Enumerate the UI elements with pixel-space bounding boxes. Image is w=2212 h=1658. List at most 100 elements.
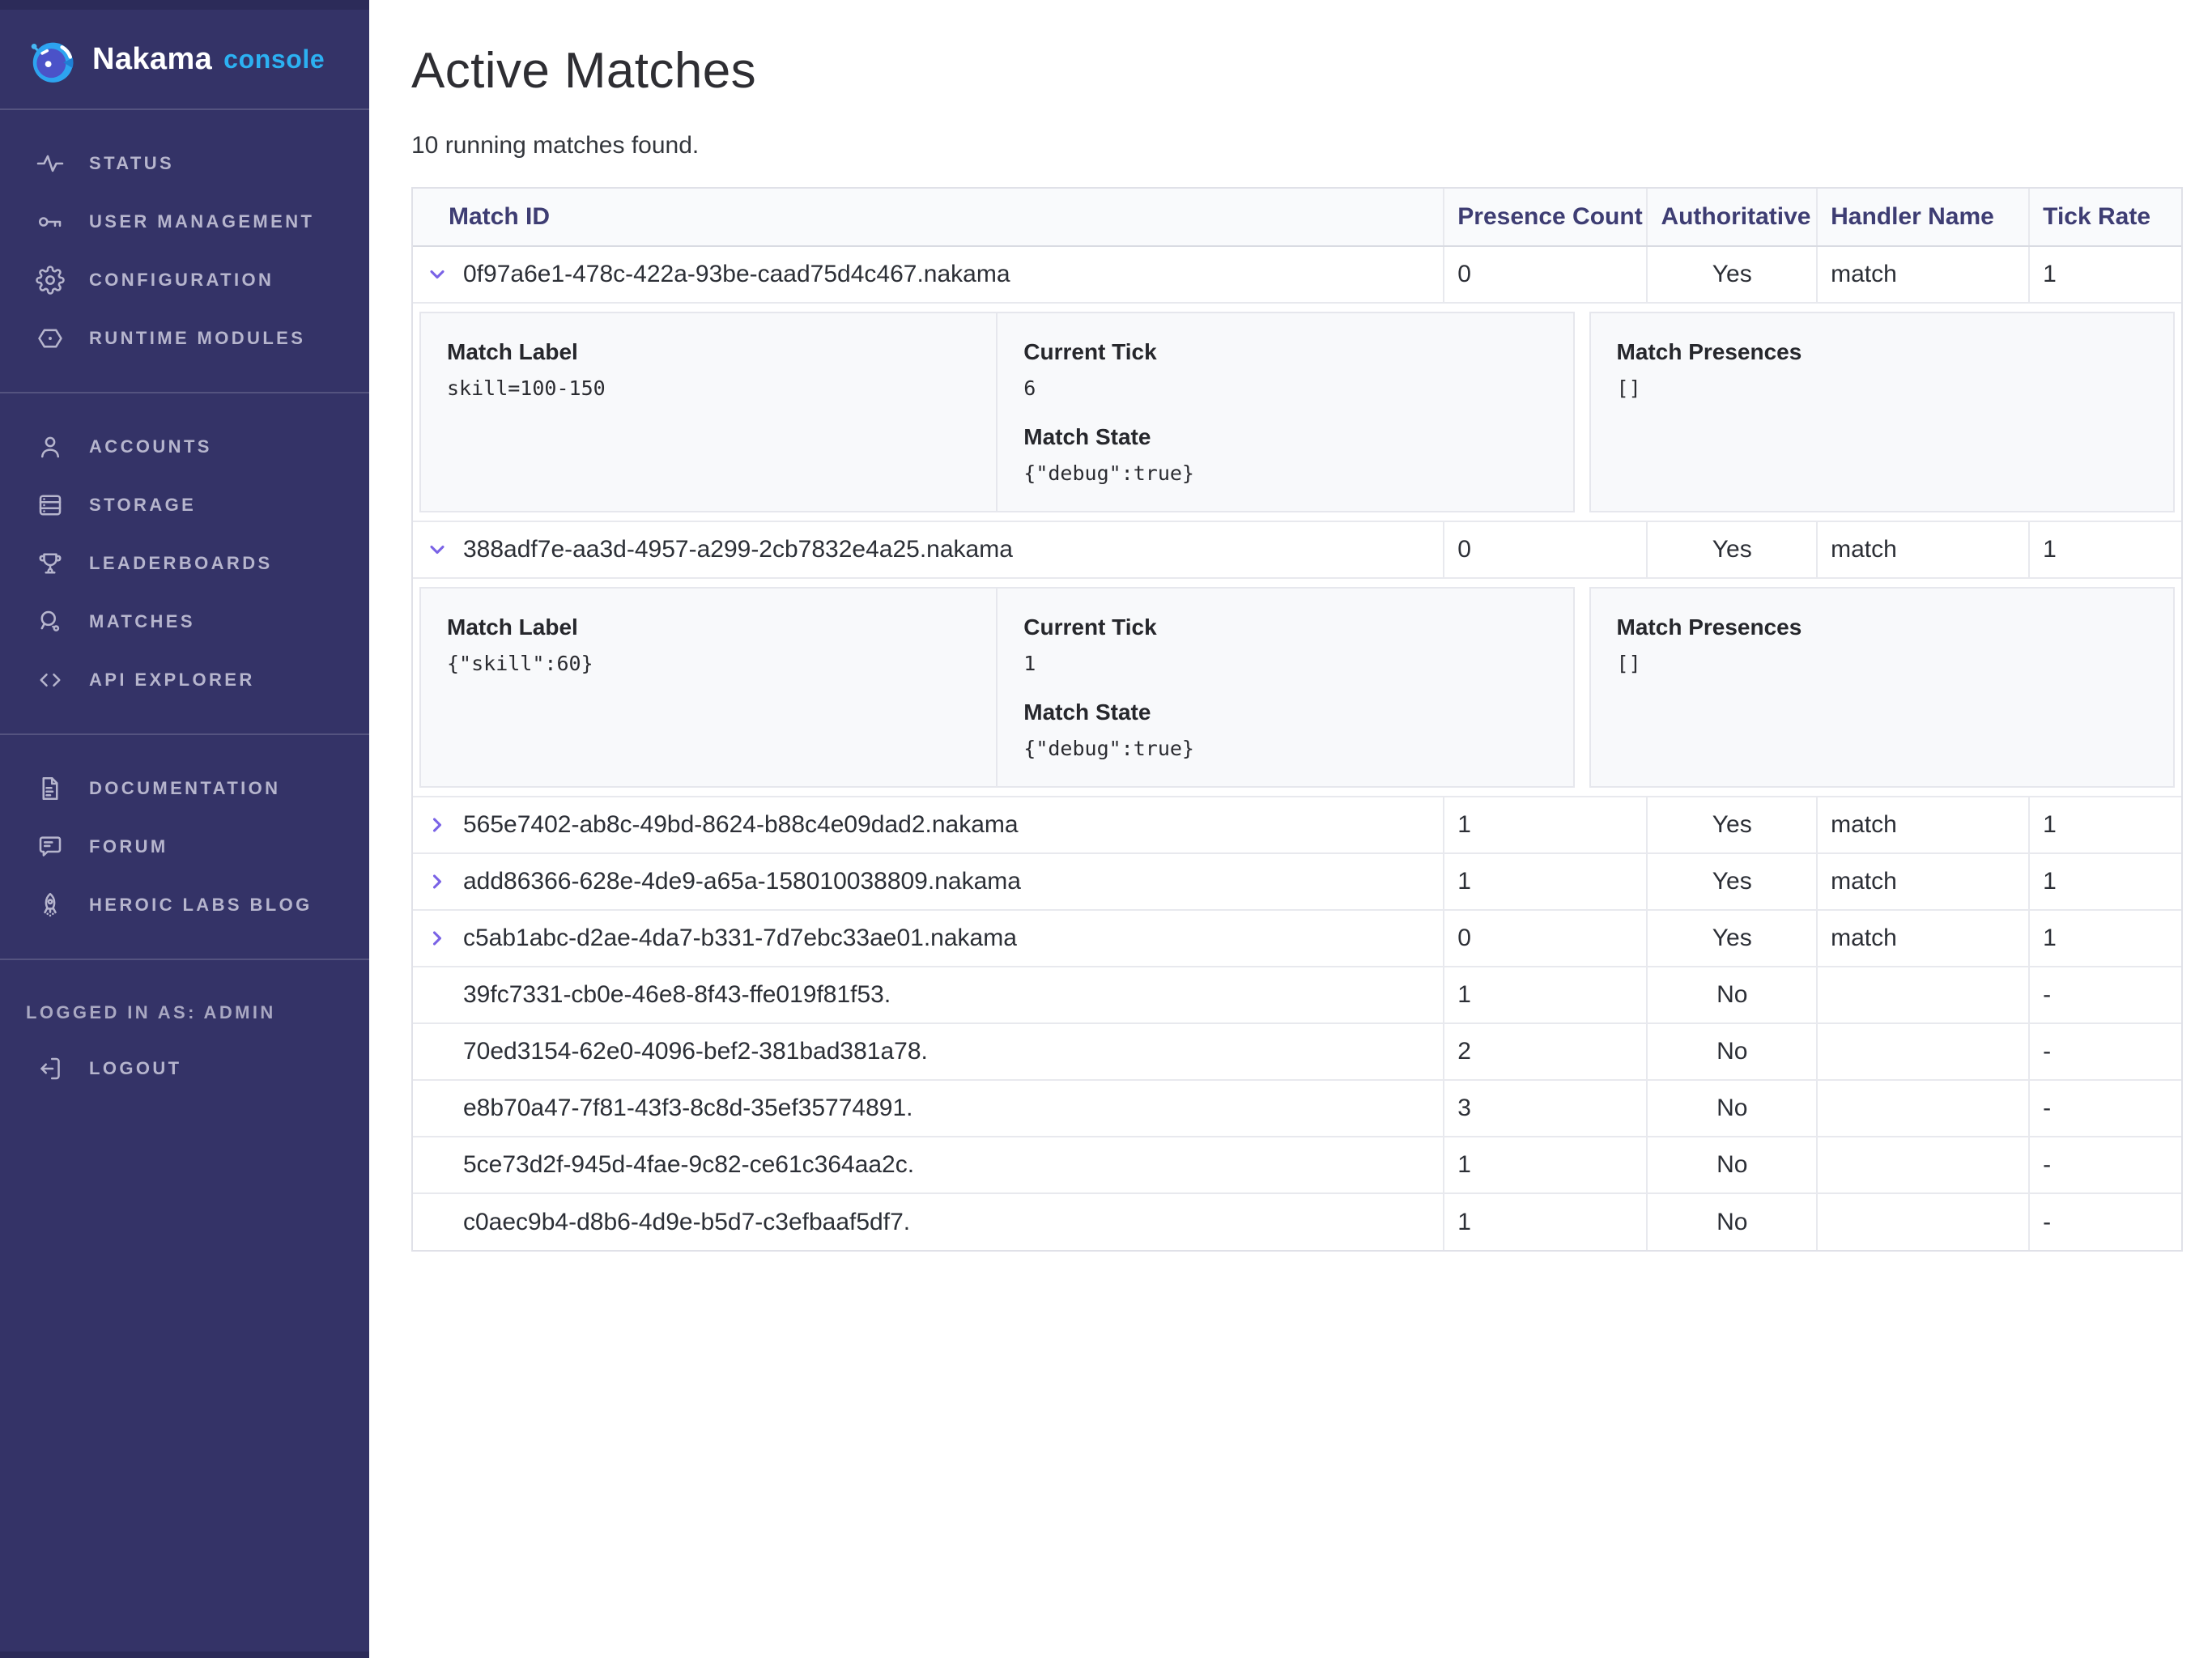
match-id: 39fc7331-cb0e-46e8-8f43-ffe019f81f53.: [463, 981, 891, 1009]
table-row[interactable]: 388adf7e-aa3d-4957-a299-2cb7832e4a25.nak…: [413, 521, 2181, 578]
user-icon: [36, 432, 65, 461]
handler-name: [1817, 1023, 2029, 1080]
sidebar-item-label: FORUM: [89, 836, 168, 857]
tick-rate: -: [2029, 1137, 2181, 1193]
table-row: 70ed3154-62e0-4096-bef2-381bad381a78. 2 …: [413, 1023, 2181, 1080]
server-icon: [36, 491, 65, 520]
presence-count: 0: [1444, 246, 1647, 303]
handler-name: [1817, 1080, 2029, 1137]
column-header-authoritative: Authoritative: [1647, 189, 1817, 246]
presence-count: 3: [1444, 1080, 1647, 1137]
sidebar-item-storage[interactable]: STORAGE: [0, 476, 369, 534]
code-icon: [36, 665, 65, 695]
sidebar-item-label: DOCUMENTATION: [89, 778, 280, 799]
sidebar: Nakama console STATUS USER MANAGEMENT CONF…: [0, 0, 369, 1658]
match-presences-title: Match Presences: [1617, 339, 2147, 365]
sidebar-item-leaderboards[interactable]: LEADERBOARDS: [0, 534, 369, 593]
brand[interactable]: Nakama console: [0, 10, 369, 110]
match-presences-panel: Match Presences []: [1589, 312, 2175, 512]
chevron-right-icon[interactable]: [426, 927, 449, 950]
sidebar-item-label: ACCOUNTS: [89, 436, 212, 457]
chat-icon: [36, 832, 65, 861]
logout-button[interactable]: LOGOUT: [0, 1039, 369, 1098]
logout-label: LOGOUT: [89, 1058, 182, 1079]
authoritative: No: [1647, 1137, 1817, 1193]
handler-name: match: [1817, 246, 2029, 303]
sidebar-item-matches[interactable]: MATCHES: [0, 593, 369, 651]
match-label-title: Match Label: [447, 339, 970, 365]
chevron-right-icon[interactable]: [426, 870, 449, 893]
presence-count: 1: [1444, 1137, 1647, 1193]
tick-rate: 1: [2029, 521, 2181, 578]
chevron-down-icon[interactable]: [426, 538, 449, 561]
column-header-match-id: Match ID: [413, 189, 1444, 246]
table-row[interactable]: c5ab1abc-d2ae-4da7-b331-7d7ebc33ae01.nak…: [413, 910, 2181, 967]
table-row[interactable]: add86366-628e-4de9-a65a-158010038809.nak…: [413, 853, 2181, 910]
handler-name: match: [1817, 521, 2029, 578]
match-label-title: Match Label: [447, 614, 970, 640]
sidebar-item-label: RUNTIME MODULES: [89, 328, 305, 349]
sidebar-item-heroic-labs-blog[interactable]: HEROIC LABS BLOG: [0, 876, 369, 934]
chevron-down-icon[interactable]: [426, 263, 449, 286]
sidebar-nav: STATUS USER MANAGEMENT CONFIGURATION RUNTIM…: [0, 110, 369, 960]
sidebar-item-configuration[interactable]: CONFIGURATION: [0, 251, 369, 309]
tick-rate: 1: [2029, 797, 2181, 853]
match-detail-panel: Match Label {"skill":60} Current Tick 1 …: [419, 587, 1575, 788]
tick-rate: 1: [2029, 246, 2181, 303]
sidebar-item-api-explorer[interactable]: API EXPLORER: [0, 651, 369, 709]
logged-in-label: LOGGED IN AS: ADMIN: [0, 986, 369, 1039]
gear-icon: [36, 266, 65, 295]
match-label-value: {"skill":60}: [447, 652, 970, 675]
table-row[interactable]: 565e7402-ab8c-49bd-8624-b88c4e09dad2.nak…: [413, 797, 2181, 853]
sidebar-item-status[interactable]: STATUS: [0, 134, 369, 193]
presence-count: 2: [1444, 1023, 1647, 1080]
sidebar-item-user-management[interactable]: USER MANAGEMENT: [0, 193, 369, 251]
sidebar-footer: LOGGED IN AS: ADMIN LOGOUT: [0, 960, 369, 1124]
sidebar-item-label: CONFIGURATION: [89, 270, 274, 291]
nakama-console-window: Nakama console STATUS USER MANAGEMENT CONF…: [0, 0, 2212, 1658]
sidebar-group-2: ACCOUNTS STORAGE LEADERBOARDSMATCHESAPI EX…: [0, 393, 369, 735]
sidebar-item-label: USER MANAGEMENT: [89, 211, 314, 232]
sidebar-item-label: STORAGE: [89, 495, 196, 516]
sidebar-item-runtime-modules[interactable]: RUNTIME MODULES: [0, 309, 369, 368]
nakama-logo-icon: [23, 32, 78, 87]
tick-rate: 1: [2029, 853, 2181, 910]
sidebar-group-1: STATUS USER MANAGEMENT CONFIGURATION RUNTIM…: [0, 110, 369, 393]
page-title: Active Matches: [411, 42, 2183, 100]
match-id: 70ed3154-62e0-4096-bef2-381bad381a78.: [463, 1038, 928, 1065]
authoritative: No: [1647, 1080, 1817, 1137]
trophy-icon: [36, 549, 65, 578]
match-id: 565e7402-ab8c-49bd-8624-b88c4e09dad2.nak…: [463, 811, 1019, 839]
table-row[interactable]: 0f97a6e1-478c-422a-93be-caad75d4c467.nak…: [413, 246, 2181, 303]
document-icon: [36, 774, 65, 803]
presence-count: 1: [1444, 1193, 1647, 1250]
brand-suffix: console: [223, 45, 325, 74]
sidebar-item-accounts[interactable]: ACCOUNTS: [0, 418, 369, 476]
presence-count: 1: [1444, 797, 1647, 853]
tick-rate: -: [2029, 1193, 2181, 1250]
match-label-value: skill=100-150: [447, 376, 970, 400]
brand-name: Nakama: [92, 42, 212, 77]
tick-rate: -: [2029, 967, 2181, 1023]
handler-name: match: [1817, 853, 2029, 910]
activity-icon: [36, 149, 65, 178]
sidebar-item-forum[interactable]: FORUM: [0, 818, 369, 876]
match-id: add86366-628e-4de9-a65a-158010038809.nak…: [463, 868, 1021, 895]
match-id: 5ce73d2f-945d-4fae-9c82-ce61c364aa2c.: [463, 1151, 914, 1179]
tick-rate: -: [2029, 1080, 2181, 1137]
match-id: c5ab1abc-d2ae-4da7-b331-7d7ebc33ae01.nak…: [463, 925, 1017, 952]
current-tick-title: Current Tick: [1023, 339, 1546, 365]
sidebar-item-label: STATUS: [89, 153, 174, 174]
presence-count: 1: [1444, 853, 1647, 910]
sidebar-item-documentation[interactable]: DOCUMENTATION: [0, 759, 369, 818]
authoritative: No: [1647, 1193, 1817, 1250]
presence-count: 0: [1444, 910, 1647, 967]
match-presences-value: []: [1617, 376, 2147, 400]
logout-icon: [36, 1054, 65, 1083]
current-tick-value: 6: [1023, 376, 1546, 400]
match-id: 388adf7e-aa3d-4957-a299-2cb7832e4a25.nak…: [463, 536, 1013, 563]
chevron-right-icon[interactable]: [426, 814, 449, 836]
column-header-handler-name: Handler Name: [1817, 189, 2029, 246]
match-id: e8b70a47-7f81-43f3-8c8d-35ef35774891.: [463, 1095, 912, 1122]
match-state-title: Match State: [1023, 699, 1546, 725]
